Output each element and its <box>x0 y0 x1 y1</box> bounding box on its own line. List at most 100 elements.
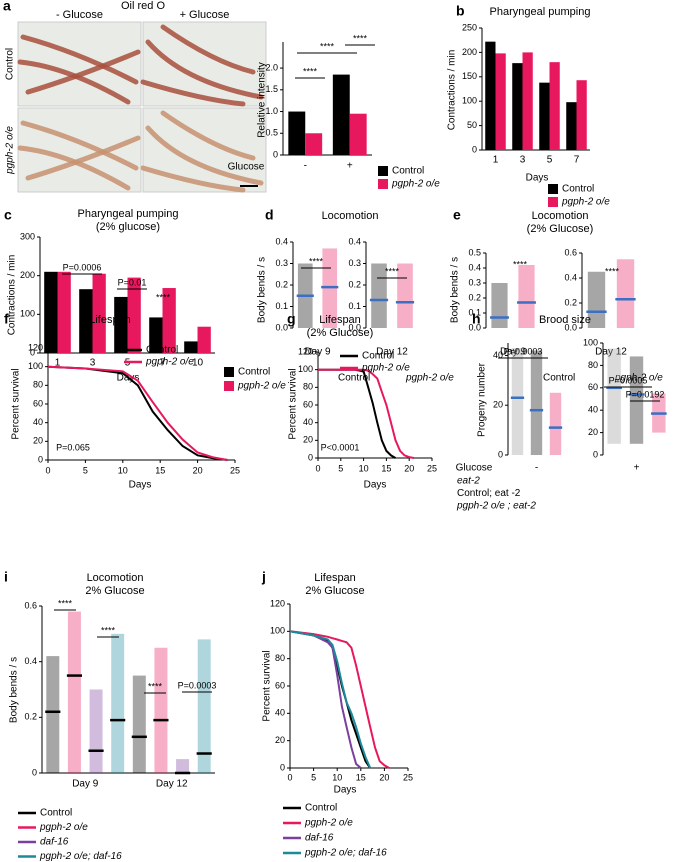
y-tick-label: 0 <box>30 347 35 357</box>
row-label: Control <box>5 48 16 80</box>
point-range <box>397 263 413 328</box>
bar <box>114 296 128 353</box>
y-tick-label: 80 <box>33 380 43 390</box>
y-tick-label: 0.2 <box>24 712 37 722</box>
legend-label: pgph-2 o/e; daf-16 <box>304 848 387 859</box>
y-tick-label: 0.2 <box>468 292 481 302</box>
panel-label: e <box>453 207 461 223</box>
annotation: P=0.0003 <box>178 680 217 690</box>
survival-line <box>318 368 414 459</box>
y-tick-label: 0.0 <box>564 322 577 332</box>
y-tick-label: 20 <box>275 735 285 745</box>
annotation: P=0.0005 <box>609 375 648 385</box>
x-tick-label: 1 <box>493 155 499 166</box>
worm <box>145 39 264 100</box>
legend-swatch <box>548 197 558 207</box>
legend-label: Control <box>40 808 72 819</box>
x-tick-label: 5 <box>311 772 316 782</box>
bar <box>288 111 306 155</box>
legend-label: Control <box>338 373 370 384</box>
point-range <box>629 356 644 444</box>
panel-label: h <box>472 311 481 327</box>
survival-line <box>289 630 362 769</box>
y-tick-label: 20 <box>303 435 313 445</box>
legend-label: Control; eat -2 <box>457 488 521 499</box>
annotation: P=0.0192 <box>626 389 665 399</box>
y-tick-label: 60 <box>588 382 598 392</box>
y-tick-label: 2.0 <box>265 62 278 72</box>
bar <box>197 326 211 353</box>
y-tick-label: 40 <box>275 708 285 718</box>
y-tick-label: 20 <box>33 436 43 446</box>
y-tick-label: 0.4 <box>24 656 37 666</box>
y-tick-label: 0 <box>308 452 313 462</box>
y-tick-label: 100 <box>28 361 43 371</box>
point-range <box>587 271 606 328</box>
survival-line <box>47 365 228 461</box>
bar <box>92 273 106 353</box>
y-tick-label: 20 <box>493 400 503 410</box>
y-tick-label: 100 <box>583 337 598 347</box>
y-tick-label: 0.0 <box>275 322 288 332</box>
y-tick-label: 60 <box>275 680 285 690</box>
y-tick-label: 0 <box>498 449 503 459</box>
worm <box>20 120 139 171</box>
point-range <box>511 347 524 455</box>
y-tick-label: 0.3 <box>275 258 288 268</box>
column-label: - Glucose <box>56 9 103 21</box>
y-tick-label: 0.1 <box>275 301 288 311</box>
y-tick-label: 200 <box>462 47 477 57</box>
y-tick-label: 80 <box>303 382 313 392</box>
y-axis-label: Contractions / min <box>7 255 18 336</box>
chart-subtitle: 2% Glucose <box>305 585 364 597</box>
chart-title: Locomotion <box>322 210 379 222</box>
annotation: P<0.0001 <box>321 442 360 452</box>
y-tick-label: 200 <box>20 270 35 280</box>
point-range <box>132 675 146 773</box>
y-tick-label: 40 <box>493 350 503 360</box>
y-axis-label: Percent survival <box>288 368 299 439</box>
y-tick-label: 120 <box>270 598 285 608</box>
annotation: **** <box>353 33 368 43</box>
annotation: **** <box>156 292 171 302</box>
column-label: + Glucose <box>180 9 230 21</box>
x-tick-label: 3 <box>520 155 526 166</box>
y-tick-label: 300 <box>20 231 35 241</box>
annotation: **** <box>303 66 318 76</box>
annotation: **** <box>605 266 620 276</box>
legend-label: pgph-2 o/e ; eat-2 <box>456 501 536 512</box>
panel-label: j <box>261 569 266 585</box>
x-tick-label: 10 <box>332 772 342 782</box>
y-tick-label: 50 <box>467 120 477 130</box>
facet-label: Day 9 <box>72 779 99 790</box>
x-tick-label: 15 <box>155 465 165 475</box>
x-axis-label: Glucose <box>456 463 493 474</box>
bar <box>539 82 550 150</box>
point-range <box>518 265 535 328</box>
annotation: P=0.0006 <box>63 262 102 272</box>
y-tick-label: 0.2 <box>564 297 577 307</box>
panel-label: a <box>3 0 11 14</box>
y-axis-label: Progeny number <box>477 362 488 437</box>
x-tick-label: 1 <box>55 358 61 369</box>
bar <box>162 288 176 353</box>
legend-label: daf-16 <box>305 833 334 844</box>
y-tick-label: 0.5 <box>468 247 481 257</box>
y-tick-label: 0 <box>273 149 278 159</box>
legend-label: Control <box>543 373 575 384</box>
y-tick-label: 0.4 <box>468 262 481 272</box>
bar <box>44 271 58 353</box>
legend-label: pgph-2 o/e <box>405 373 454 384</box>
chart-title: Locomotion <box>532 210 589 222</box>
panel-label: i <box>4 569 8 585</box>
point-range <box>89 689 103 773</box>
y-tick-label: 40 <box>33 417 43 427</box>
point-range <box>616 259 635 328</box>
legend-swatch <box>548 184 558 194</box>
panel-label: g <box>287 311 296 327</box>
annotation: P=0.0003 <box>504 346 543 356</box>
chart-title: Pharyngeal pumping <box>78 208 179 220</box>
bar <box>549 62 560 150</box>
